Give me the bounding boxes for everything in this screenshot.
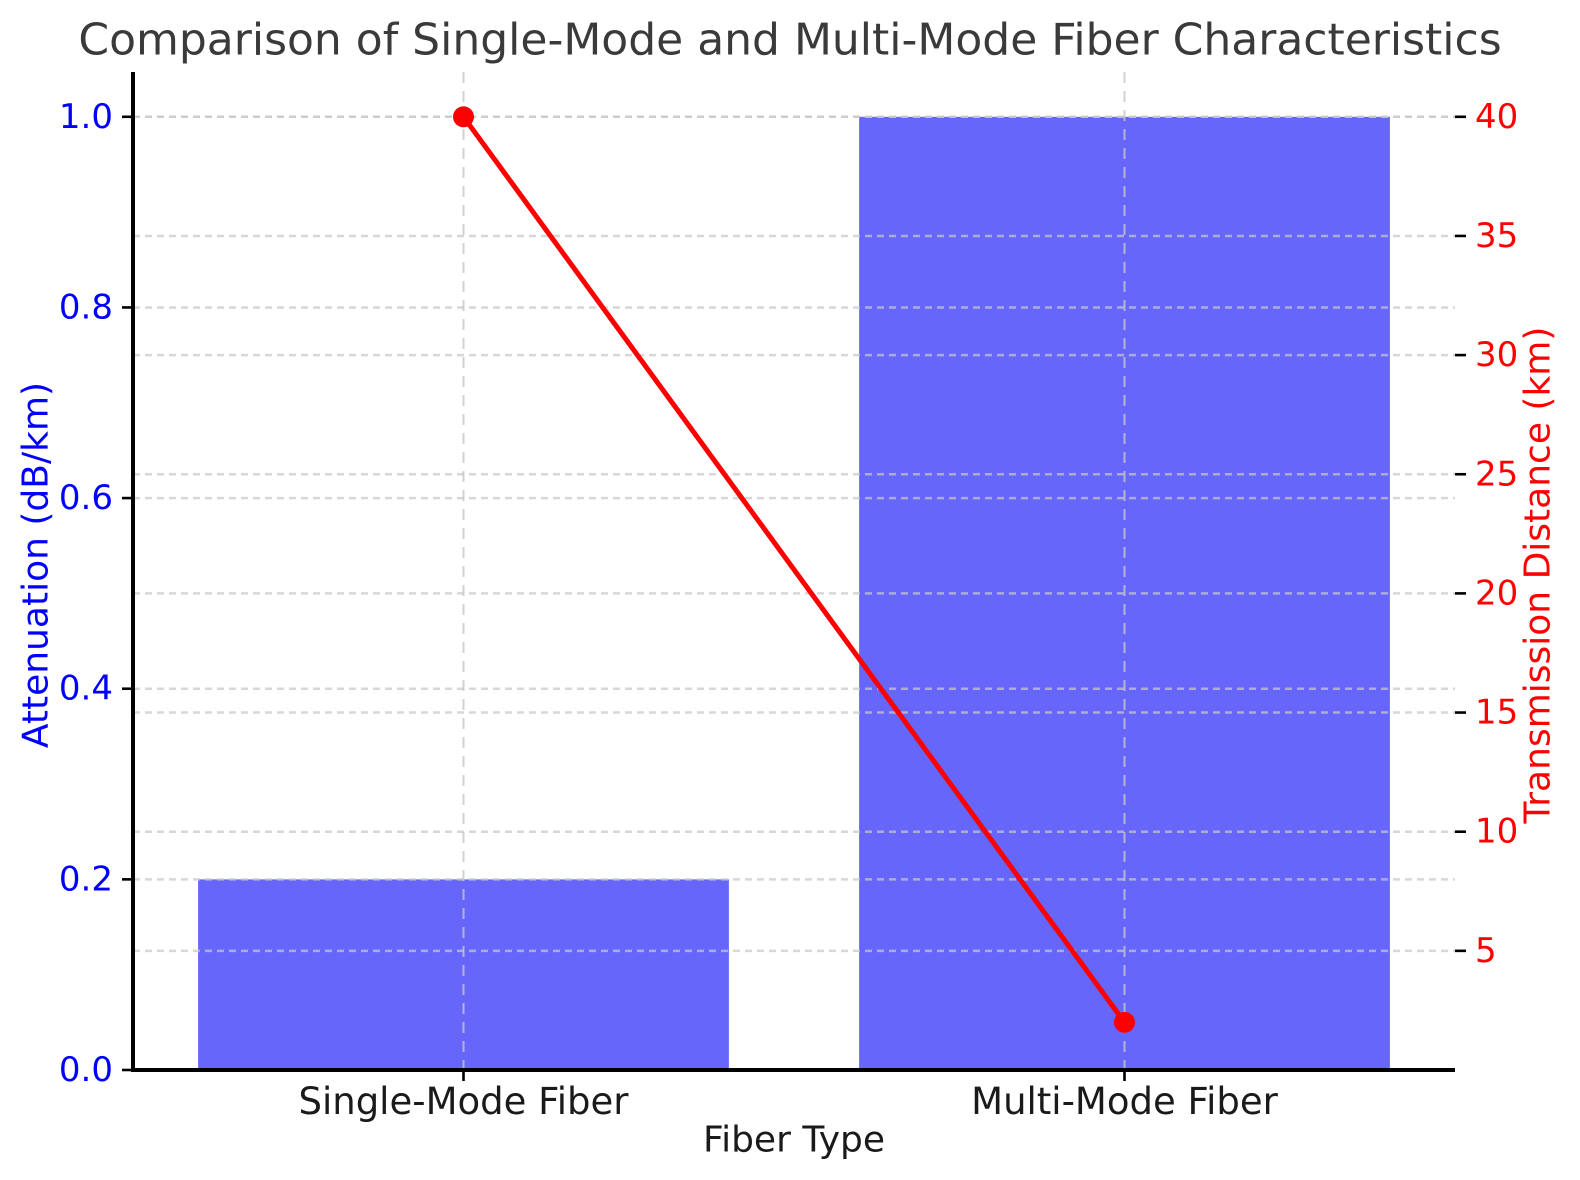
left-tick-label: 0.0 (59, 1050, 113, 1090)
right-tick-label: 20 (1475, 573, 1518, 613)
left-tick-label: 0.2 (59, 859, 113, 899)
line-series-group (453, 106, 1135, 1033)
right-tick-label: 35 (1475, 216, 1518, 256)
spines-group (131, 72, 1455, 1072)
x-axis-label: Fiber Type (702, 1119, 886, 1161)
chart-title: Comparison of Single-Mode and Multi-Mode… (78, 14, 1502, 66)
ticks-group: 0.0 0.2 0.4 0.6 0.8 1.0 5 10 15 20 25 30 35 40 Single-… (59, 97, 1518, 1123)
right-y-axis-label: Transmission Distance (km) (1517, 326, 1559, 824)
gridlines-group (133, 72, 1455, 1072)
line-marker (453, 106, 474, 128)
right-tick-label: 25 (1475, 454, 1518, 494)
line-marker (1114, 1011, 1135, 1033)
right-tick-label: 30 (1475, 335, 1518, 375)
left-y-axis-label: Attenuation (dB/km) (15, 381, 57, 749)
x-tick-label: Multi-Mode Fiber (971, 1080, 1278, 1123)
distance-line (461, 115, 1127, 1024)
left-tick-label: 0.6 (59, 478, 113, 518)
right-tick-label: 40 (1475, 97, 1518, 137)
left-tick-label: 1.0 (59, 97, 113, 137)
x-tick-label: Single-Mode Fiber (298, 1080, 629, 1123)
right-tick-label: 10 (1475, 812, 1518, 852)
left-tick-label: 0.4 (59, 669, 113, 709)
left-tick-label: 0.8 (59, 287, 113, 327)
right-tick-label: 5 (1475, 931, 1497, 971)
right-tick-label: 15 (1475, 693, 1518, 733)
